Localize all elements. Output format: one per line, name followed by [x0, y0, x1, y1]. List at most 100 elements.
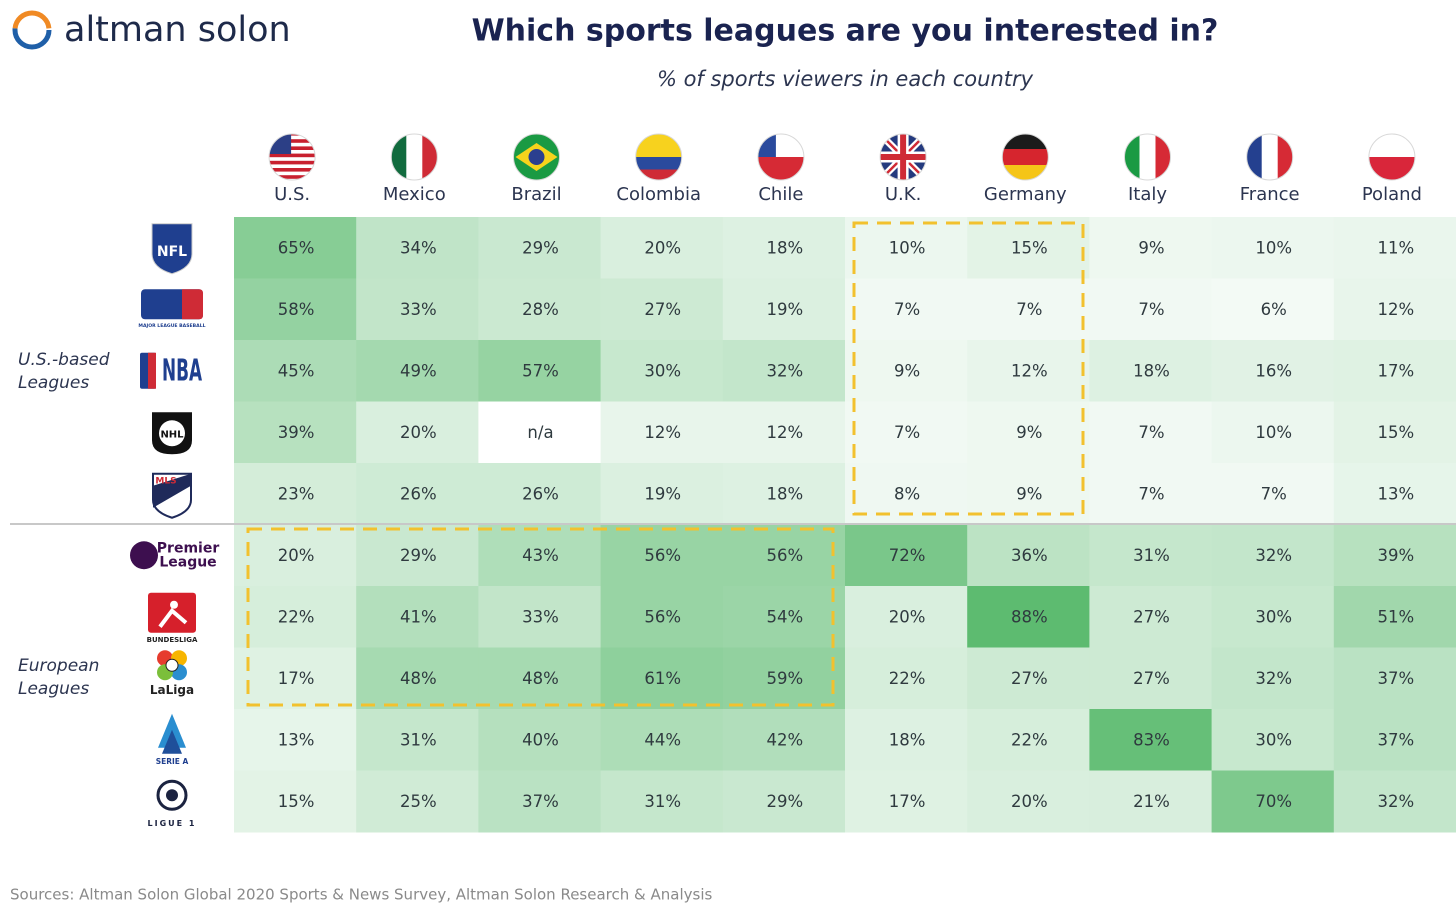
cell-label: 29%	[522, 238, 559, 257]
heatmap-cell	[1211, 340, 1335, 402]
heatmap-cell	[967, 401, 1090, 464]
league-logo: SERIE A	[156, 713, 189, 766]
flag-ring	[1368, 133, 1416, 181]
heatmap-cell	[478, 340, 602, 402]
flag-stripe	[1368, 157, 1415, 180]
heatmap-cell	[722, 524, 846, 587]
cell-label: 18%	[767, 484, 804, 503]
heatmap-cell	[600, 647, 724, 710]
heatmap-cell	[722, 709, 846, 771]
heatmap-cell	[234, 586, 357, 648]
cell-label: 36%	[1011, 546, 1048, 565]
heatmap-cell	[967, 770, 1090, 833]
cell-label: 22%	[1011, 730, 1048, 749]
heatmap-cell	[722, 401, 846, 464]
heatmap-cell	[722, 278, 846, 341]
cell-label: 54%	[767, 607, 804, 626]
flag-stripe	[269, 160, 316, 165]
heatmap-cell	[356, 401, 479, 464]
y-tick-label: BUNDESLIGA	[147, 636, 198, 644]
heatmap-cell	[1211, 524, 1335, 587]
heatmap-cell	[845, 647, 968, 710]
y-tick-label: Premier League	[157, 540, 220, 570]
y-tick-label: NHL	[160, 429, 184, 440]
cell-label: 25%	[400, 792, 437, 811]
flag	[391, 134, 438, 180]
flag-ring	[390, 133, 438, 181]
cell-label: 33%	[400, 300, 437, 319]
cell-label: 32%	[1255, 546, 1292, 565]
heatmap-cell	[356, 770, 479, 833]
cell-label: 7%	[1016, 300, 1042, 319]
x-tick-label: Chile	[758, 184, 803, 205]
heatmap-cell	[1333, 217, 1456, 279]
heatmap-cell	[1089, 463, 1213, 525]
cell-label: 12%	[1378, 300, 1415, 319]
heatmap-cell	[1211, 647, 1335, 710]
cell-label: 30%	[1255, 730, 1292, 749]
heatmap-cell	[1211, 217, 1335, 279]
heatmap-cell	[234, 709, 357, 771]
heatmap-cell	[478, 401, 602, 464]
heatmap-cell	[1211, 770, 1335, 833]
group-label: European Leagues	[18, 656, 100, 699]
cell-label: 26%	[522, 484, 559, 503]
x-tick-label: Germany	[984, 184, 1067, 205]
cell-label: 41%	[400, 607, 437, 626]
brand-name: altman solon	[64, 10, 291, 50]
heatmap-cell	[234, 401, 357, 464]
cell-label: 13%	[278, 730, 315, 749]
flag-cross	[880, 134, 927, 180]
heatmap-cell	[967, 278, 1090, 341]
cell-label: 42%	[767, 730, 804, 749]
flag-ring	[757, 133, 805, 181]
heatmap-cell	[478, 709, 602, 771]
chart-subtitle: % of sports viewers in each country	[657, 67, 1034, 91]
cell-label: 12%	[1011, 361, 1048, 380]
league-logo: Premier League	[130, 540, 219, 570]
heatmap-cell	[1333, 278, 1456, 341]
heatmap-cell	[967, 340, 1090, 402]
heatmap-cell	[1089, 770, 1213, 833]
y-tick-label: MLS	[155, 476, 176, 486]
cell-label: 10%	[1255, 423, 1292, 442]
league-logo: BUNDESLIGA	[147, 592, 198, 644]
heatmap-cell	[1089, 524, 1213, 587]
cell-label: 27%	[644, 300, 681, 319]
league-logo: LaLiga	[150, 650, 194, 697]
cell-label: 83%	[1133, 730, 1170, 749]
cell-label: 20%	[644, 238, 681, 257]
flag-ring	[1246, 133, 1294, 181]
heatmap-cell	[1089, 340, 1213, 402]
flag-stripe	[1002, 165, 1049, 180]
x-tick-label: Brazil	[511, 184, 561, 205]
y-tick-label: LaLiga	[150, 683, 194, 697]
heatmap-cell	[1211, 586, 1335, 648]
flag-stripe	[269, 146, 316, 150]
y-tick-label: LIGUE 1	[148, 819, 197, 828]
flag-stripe	[269, 153, 316, 158]
cell-label: 7%	[1138, 423, 1164, 442]
heatmap-cell	[967, 217, 1090, 279]
heatmap-cell	[722, 463, 846, 525]
flag-stripe	[1002, 134, 1049, 149]
highlight-box	[246, 527, 835, 707]
cell-label: 8%	[894, 484, 920, 503]
cell-label: 20%	[400, 423, 437, 442]
flag-stripe	[757, 157, 804, 180]
cell-label: 29%	[400, 546, 437, 565]
heatmap-cell	[1089, 401, 1213, 464]
league-logo: NFL	[151, 223, 193, 275]
cell-label: 11%	[1378, 238, 1415, 257]
heatmap-cell	[845, 278, 968, 341]
logo-shape	[153, 473, 191, 508]
cell-label: 43%	[522, 546, 559, 565]
heatmap-cell	[478, 217, 602, 279]
cell-label: 32%	[1378, 792, 1415, 811]
cell-label: 17%	[278, 669, 315, 688]
heatmap-cell	[600, 586, 724, 648]
heatmap-cell	[722, 770, 846, 833]
heatmap-cell	[1089, 278, 1213, 341]
cell-label: 22%	[889, 669, 926, 688]
